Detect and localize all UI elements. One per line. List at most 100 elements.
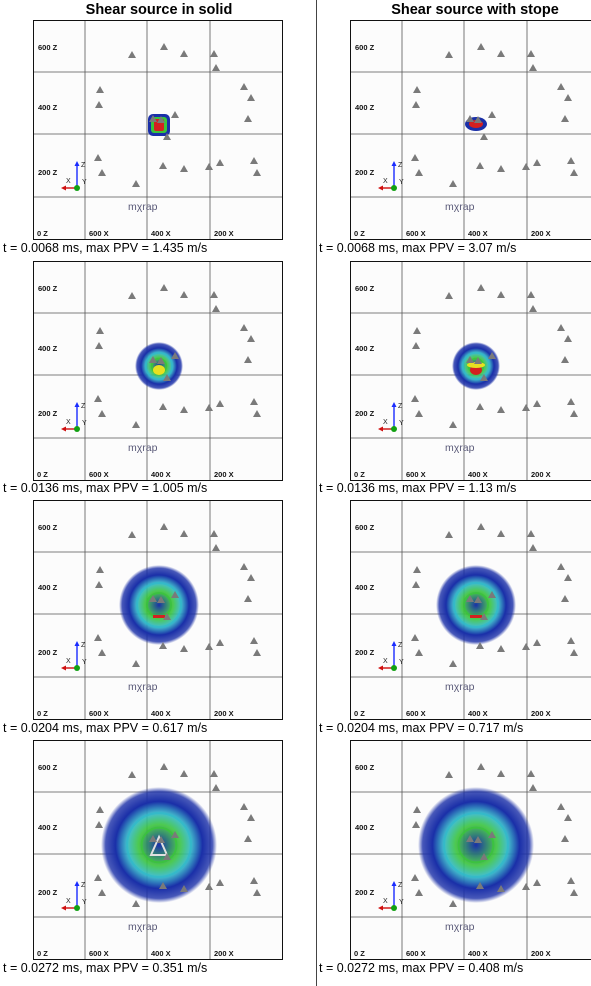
sensor-triangle-icon	[488, 591, 496, 598]
sensor-triangle-icon	[244, 115, 252, 122]
wavefield	[101, 787, 217, 903]
sensor-triangle-icon	[412, 342, 420, 349]
sensor-triangle-icon	[250, 157, 258, 164]
sensor-triangle-icon	[411, 154, 419, 161]
panel-caption: t = 0.0068 ms, max PPV = 1.435 m/s	[3, 241, 208, 255]
sensor-triangle-icon	[180, 406, 188, 413]
z-axis-label: 600 Z	[355, 523, 375, 532]
z-axis-label: 400 Z	[38, 344, 58, 353]
x-axis-label: 600 X	[89, 229, 109, 238]
sensor-triangle-icon	[244, 356, 252, 363]
sensor-triangle-icon	[412, 101, 420, 108]
z-axis-label: 600 Z	[355, 284, 375, 293]
sensor-triangle-icon	[466, 835, 474, 842]
sensor-triangle-icon	[247, 94, 255, 101]
sensor-triangle-icon	[180, 770, 188, 777]
sensor-triangle-icon	[160, 763, 168, 770]
sensor-triangle-icon	[488, 831, 496, 838]
sensor-triangle-icon	[533, 400, 541, 407]
sensor-triangle-icon	[180, 291, 188, 298]
panel-caption: t = 0.0136 ms, max PPV = 1.005 m/s	[3, 481, 208, 495]
sensor-triangle-icon	[253, 169, 261, 176]
panel-caption: t = 0.0204 ms, max PPV = 0.717 m/s	[319, 721, 524, 735]
panel-caption: t = 0.0272 ms, max PPV = 0.408 m/s	[319, 961, 524, 975]
x-axis-label: 200 X	[531, 229, 551, 238]
z-axis-label: 600 Z	[355, 763, 375, 772]
z-axis-label: 0 Z	[354, 709, 365, 718]
x-axis-label: 200 X	[214, 709, 234, 718]
sensor-triangle-icon	[180, 645, 188, 652]
x-axis-label: 200 X	[214, 470, 234, 479]
sensor-triangle-icon	[474, 116, 482, 123]
sensor-triangle-icon	[557, 324, 565, 331]
sensor-triangle-icon	[157, 357, 165, 364]
sensor-triangle-icon	[171, 591, 179, 598]
panel-caption: t = 0.0136 ms, max PPV = 1.13 m/s	[319, 481, 517, 495]
sensor-triangle-icon	[163, 133, 171, 140]
mxrap-logo: mχrap	[445, 921, 475, 933]
wavefield	[418, 787, 534, 903]
svg-text:X: X	[66, 419, 71, 426]
sensor-triangle-icon	[212, 305, 220, 312]
sensor-triangle-icon	[210, 50, 218, 57]
z-axis-label: 0 Z	[37, 709, 48, 718]
sensor-triangle-icon	[564, 335, 572, 342]
z-axis-label: 400 Z	[355, 103, 375, 112]
sensor-triangle-icon	[529, 544, 537, 551]
z-axis-label: 400 Z	[355, 583, 375, 592]
panel-grid	[351, 741, 591, 959]
sensor-triangle-icon	[445, 51, 453, 58]
x-axis-label: 600 X	[406, 229, 426, 238]
svg-text:Y: Y	[82, 899, 87, 906]
x-axis-label: 400 X	[468, 229, 488, 238]
sensor-triangle-icon	[564, 94, 572, 101]
sensor-triangle-icon	[415, 169, 423, 176]
svg-text:Y: Y	[82, 659, 87, 666]
axis-triad-icon: Z X Y	[378, 161, 404, 191]
z-axis-label: 0 Z	[354, 229, 365, 238]
sensor-triangle-icon	[557, 83, 565, 90]
sensor-triangle-icon	[533, 639, 541, 646]
sensor-triangle-icon	[247, 814, 255, 821]
svg-text:Z: Z	[81, 162, 86, 169]
sensor-triangle-icon	[180, 530, 188, 537]
sensor-triangle-icon	[411, 395, 419, 402]
mxrap-logo: mχrap	[445, 201, 475, 213]
sensor-triangle-icon	[240, 563, 248, 570]
z-axis-label: 0 Z	[37, 229, 48, 238]
sensor-triangle-icon	[529, 64, 537, 71]
sensor-triangle-icon	[527, 770, 535, 777]
svg-text:X: X	[66, 898, 71, 905]
x-axis-label: 400 X	[468, 949, 488, 958]
sensor-triangle-icon	[205, 643, 213, 650]
panel-grid	[34, 21, 282, 239]
sensor-triangle-icon	[411, 874, 419, 881]
svg-text:Z: Z	[81, 882, 86, 889]
sensor-triangle-icon	[250, 637, 258, 644]
svg-text:Y: Y	[399, 420, 404, 427]
mxrap-logo: mχrap	[128, 201, 158, 213]
sensor-triangle-icon	[522, 404, 530, 411]
sensor-triangle-icon	[240, 803, 248, 810]
sensor-triangle-icon	[149, 835, 157, 842]
sensor-triangle-icon	[477, 523, 485, 530]
sensor-triangle-icon	[98, 889, 106, 896]
sensor-triangle-icon	[132, 180, 140, 187]
sensor-triangle-icon	[445, 771, 453, 778]
sensor-triangle-icon	[159, 882, 167, 889]
sensor-triangle-icon	[567, 157, 575, 164]
sensor-triangle-icon	[159, 403, 167, 410]
sensor-triangle-icon	[522, 883, 530, 890]
sensor-triangle-icon	[497, 291, 505, 298]
svg-text:Y: Y	[82, 179, 87, 186]
sensor-triangle-icon	[415, 410, 423, 417]
sensor-triangle-icon	[466, 595, 474, 602]
sensor-triangle-icon	[210, 291, 218, 298]
sensor-triangle-icon	[449, 180, 457, 187]
sensor-triangle-icon	[415, 649, 423, 656]
axis-triad-icon: Z X Y	[378, 402, 404, 432]
sensor-triangle-icon	[564, 814, 572, 821]
svg-text:Z: Z	[81, 642, 86, 649]
